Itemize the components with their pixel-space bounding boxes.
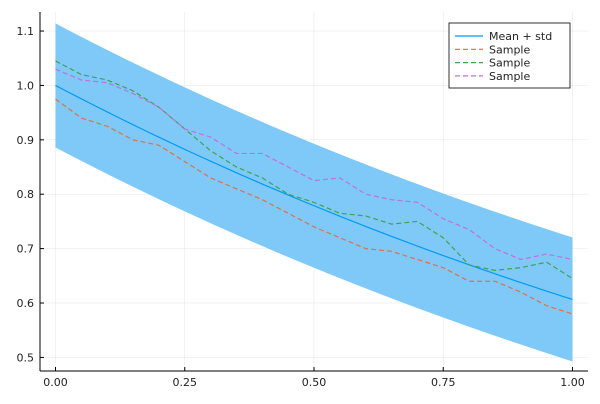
y-tick-label: 0.9 [17,134,35,147]
y-tick-label: 0.7 [17,243,35,256]
legend-label: Sample [489,57,530,70]
legend-label: Sample [489,70,530,83]
x-tick-label: 0.50 [302,376,327,389]
x-tick-label: 0.25 [173,376,198,389]
legend-box [448,22,571,89]
legend-label: Mean + std [489,30,552,43]
y-tick-label: 0.6 [17,297,35,310]
y-tick-label: 1.1 [17,25,35,38]
sample-line-1 [55,98,573,315]
std-band [55,23,573,362]
y-tick-label: 1.0 [17,79,35,92]
sample-line-2 [55,60,573,280]
x-tick-label: 0.00 [43,376,68,389]
legend-label: Sample [489,43,530,56]
sample-line-3 [55,68,573,261]
mean-line [55,84,573,301]
y-tick-label: 0.8 [17,188,35,201]
x-tick-label: 0.75 [431,376,456,389]
x-tick-label: 1.00 [560,376,585,389]
y-tick-label: 0.5 [17,351,35,364]
